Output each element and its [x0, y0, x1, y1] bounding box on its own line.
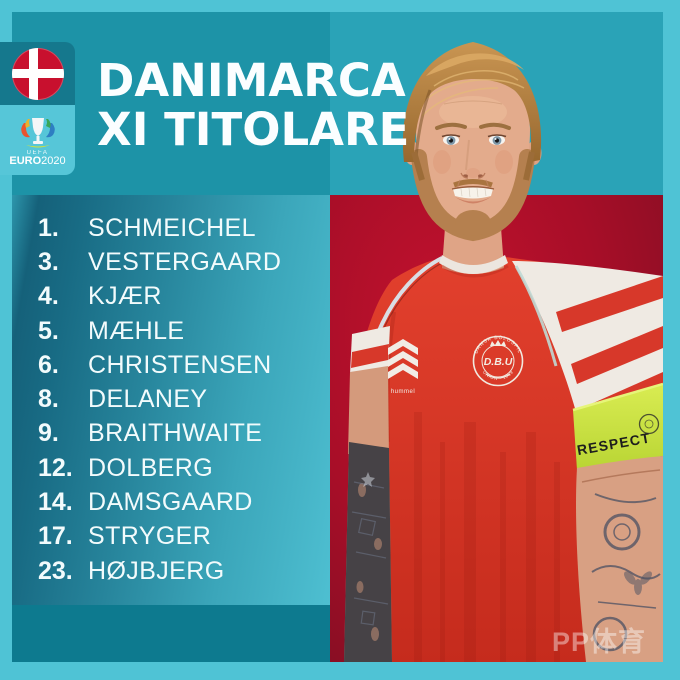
- euro2020-logo: UEFA EURO2020: [0, 105, 75, 175]
- lineup-row: 5. MÆHLE: [12, 314, 330, 348]
- lineup-list: 1. SCHMEICHEL 3. VESTERGAARD 4. KJÆR 5. MÆHL…: [12, 211, 330, 588]
- player-name: KJÆR: [88, 282, 162, 311]
- lineup-row: 4. KJÆR: [12, 280, 330, 314]
- uefa-label: UEFA: [26, 150, 49, 156]
- lineup-row: 3. VESTERGAARD: [12, 245, 330, 279]
- player-name: BRAITHWAITE: [88, 419, 263, 448]
- title-line1: DANIMARCA: [97, 54, 406, 107]
- lineup-row: 9. BRAITHWAITE: [12, 417, 330, 451]
- lineup-panel: [12, 195, 330, 605]
- title-line2: XI TITOLARE: [97, 103, 410, 156]
- player-number: 3.: [38, 247, 59, 276]
- uefa-armband-logo-icon: [638, 413, 660, 435]
- lineup-row: 6. CHRISTENSEN: [12, 348, 330, 382]
- player-number: 6.: [38, 350, 59, 379]
- right-arm-tattoo: [591, 493, 661, 652]
- lineup-row: 17. STRYGER: [12, 520, 330, 554]
- player-name: SCHMEICHEL: [88, 213, 256, 242]
- player-photo: RESPECT: [330, 12, 663, 662]
- player-number: 1.: [38, 213, 59, 242]
- hummel-logo-icon: hummel: [388, 339, 418, 395]
- crest-abbr-text: D.B.U: [484, 356, 513, 368]
- eyes: [441, 134, 507, 145]
- player-name: DELANEY: [88, 385, 208, 414]
- player-number: 8.: [38, 385, 59, 414]
- player-number: 14.: [38, 488, 73, 517]
- player-illustration: RESPECT: [344, 42, 663, 662]
- player-name: HØJBJERG: [88, 556, 225, 585]
- player-number: 5.: [38, 316, 59, 345]
- lineup-row: 12. DOLBERG: [12, 451, 330, 485]
- pp-sports-watermark: PP体育: [552, 627, 647, 657]
- tournament-badge: UEFA EURO2020: [0, 42, 75, 175]
- player-name: VESTERGAARD: [88, 247, 282, 276]
- player-name: DAMSGAARD: [88, 488, 253, 517]
- captain-armband: RESPECT: [572, 382, 663, 470]
- lineup-row: 14. DAMSGAARD: [12, 485, 330, 519]
- player-number: 9.: [38, 419, 59, 448]
- page-title: DANIMARCA XI TITOLARE: [97, 56, 409, 154]
- player-name: MÆHLE: [88, 316, 185, 345]
- denmark-flag-icon: [11, 47, 64, 100]
- player-name: CHRISTENSEN: [88, 350, 272, 379]
- player-number: 4.: [38, 282, 59, 311]
- player-name: DOLBERG: [88, 453, 214, 482]
- lineup-row: 8. DELANEY: [12, 382, 330, 416]
- lineup-row: 23. HØJBJERG: [12, 554, 330, 588]
- euro2020-trophy-icon: [20, 118, 55, 148]
- player-name: STRYGER: [88, 522, 212, 551]
- left-arm-tattoo: [344, 442, 392, 662]
- lineup-row: 1. SCHMEICHEL: [12, 211, 330, 245]
- player-number: 17.: [38, 522, 73, 551]
- hair: [402, 42, 542, 162]
- player-number: 23.: [38, 556, 73, 585]
- player-number: 12.: [38, 453, 73, 482]
- euro2020-label: EURO2020: [9, 155, 66, 167]
- flag-section: [0, 42, 75, 105]
- hummel-wordmark: hummel: [391, 389, 415, 395]
